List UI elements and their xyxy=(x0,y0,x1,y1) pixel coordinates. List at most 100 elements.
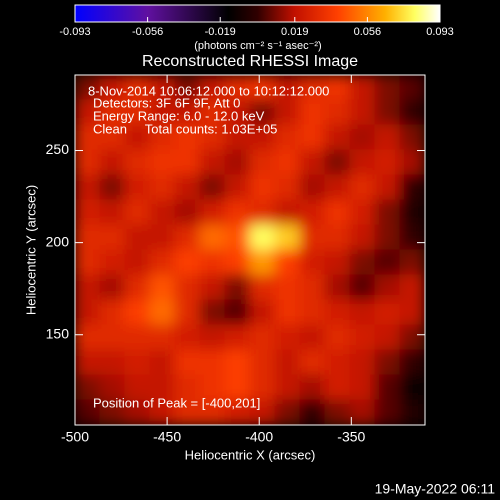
heatmap-cell xyxy=(274,249,301,276)
heatmap-cell xyxy=(274,199,301,226)
heatmap-cell xyxy=(399,174,425,201)
heatmap-cell xyxy=(274,149,301,176)
heatmap-cell xyxy=(124,99,151,126)
heatmap-cell xyxy=(75,374,101,401)
heatmap-cell xyxy=(124,349,151,376)
heatmap-cell xyxy=(224,224,251,251)
heatmap-cell xyxy=(324,149,351,176)
heatmap-cell xyxy=(399,149,425,176)
heatmap-cell xyxy=(174,75,201,101)
heatmap-cell xyxy=(299,249,326,276)
heatmap-cell xyxy=(75,299,101,326)
heatmap-cell xyxy=(274,99,301,126)
heatmap-cell xyxy=(399,274,425,301)
heatmap-cell xyxy=(349,149,376,176)
heatmap-cell xyxy=(199,174,226,201)
heatmap-cell xyxy=(149,374,176,401)
y-axis-label: Heliocentric Y (arcsec) xyxy=(23,185,38,315)
heatmap-cell xyxy=(224,374,251,401)
heatmap-cell xyxy=(99,75,126,101)
heatmap-cell xyxy=(299,199,326,226)
heatmap-cell xyxy=(349,249,376,276)
annotation: Clean Total counts: 1.03E+05 xyxy=(93,121,277,136)
heatmap-cell xyxy=(274,299,301,326)
footer: 19-May-2022 06:11 xyxy=(375,481,496,497)
heatmap-cell xyxy=(224,124,251,151)
heatmap-cell xyxy=(374,224,401,251)
heatmap-cell xyxy=(199,349,226,376)
heatmap-cell xyxy=(299,75,326,101)
heatmap-cell xyxy=(299,224,326,251)
heatmap-cell xyxy=(199,124,226,151)
heatmap-cell xyxy=(99,299,126,326)
heatmap-cell xyxy=(299,324,326,351)
heatmap-cell xyxy=(374,99,401,126)
heatmap-cell xyxy=(199,99,226,126)
heatmap-cell xyxy=(299,124,326,151)
heatmap-cell xyxy=(324,374,351,401)
colorbar-tick-label: -0.019 xyxy=(205,26,236,38)
heatmap-cell xyxy=(374,274,401,301)
heatmap-cell xyxy=(124,124,151,151)
heatmap-cell xyxy=(374,349,401,376)
heatmap-cell xyxy=(399,324,425,351)
heatmap-cell xyxy=(224,249,251,276)
heatmap-cell xyxy=(274,124,301,151)
heatmap-cell xyxy=(224,299,251,326)
heatmap-cell xyxy=(149,349,176,376)
heatmap-cell xyxy=(249,374,276,401)
colorbar-tick-label: 0.019 xyxy=(281,26,309,38)
heatmap-cell xyxy=(249,324,276,351)
heatmap-cell xyxy=(399,224,425,251)
heatmap-cell xyxy=(124,324,151,351)
heatmap-cell xyxy=(324,299,351,326)
heatmap-cell xyxy=(99,149,126,176)
heatmap-cell xyxy=(75,249,101,276)
heatmap-cell xyxy=(75,75,101,101)
x-axis-label: Heliocentric X (arcsec) xyxy=(185,447,316,462)
heatmap-cell xyxy=(224,99,251,126)
heatmap-cell xyxy=(224,75,251,101)
heatmap-cell xyxy=(399,199,425,226)
heatmap-cell xyxy=(299,399,326,425)
heatmap-cell xyxy=(399,299,425,326)
heatmap-cell xyxy=(75,199,101,226)
heatmap-cell xyxy=(249,124,276,151)
heatmap-cell xyxy=(149,224,176,251)
heatmap-cell xyxy=(199,299,226,326)
heatmap-cell xyxy=(149,324,176,351)
heatmap-cell xyxy=(349,124,376,151)
heatmap-cell xyxy=(399,99,425,126)
heatmap-cell xyxy=(174,99,201,126)
heatmap-cell xyxy=(399,399,425,425)
heatmap-cell xyxy=(274,324,301,351)
heatmap-cell xyxy=(99,99,126,126)
heatmap-cell xyxy=(374,124,401,151)
heatmap-cell xyxy=(324,274,351,301)
heatmap-cell xyxy=(249,199,276,226)
annotation: Detectors: 3F 6F 9F, Att 0 xyxy=(93,95,240,110)
heatmap-cell xyxy=(249,249,276,276)
heatmap-cell xyxy=(299,374,326,401)
heatmap-cell xyxy=(174,399,201,425)
y-tick-label: 150 xyxy=(46,325,70,341)
heatmap-cell xyxy=(199,75,226,101)
heatmap-cell xyxy=(324,174,351,201)
heatmap-cell xyxy=(324,249,351,276)
colorbar-tick-label: 0.093 xyxy=(426,26,454,38)
heatmap-cell xyxy=(174,199,201,226)
heatmap-cell xyxy=(224,349,251,376)
heatmap-cell xyxy=(249,349,276,376)
heatmap-cell xyxy=(399,349,425,376)
heatmap-cell xyxy=(174,249,201,276)
heatmap-cell xyxy=(124,274,151,301)
heatmap-cell xyxy=(124,224,151,251)
heatmap-cell xyxy=(99,324,126,351)
heatmap-cell xyxy=(199,399,226,425)
heatmap-cell xyxy=(374,374,401,401)
heatmap-cell xyxy=(349,274,376,301)
colorbar-tick-label: -0.056 xyxy=(132,26,163,38)
heatmap-cell xyxy=(374,174,401,201)
